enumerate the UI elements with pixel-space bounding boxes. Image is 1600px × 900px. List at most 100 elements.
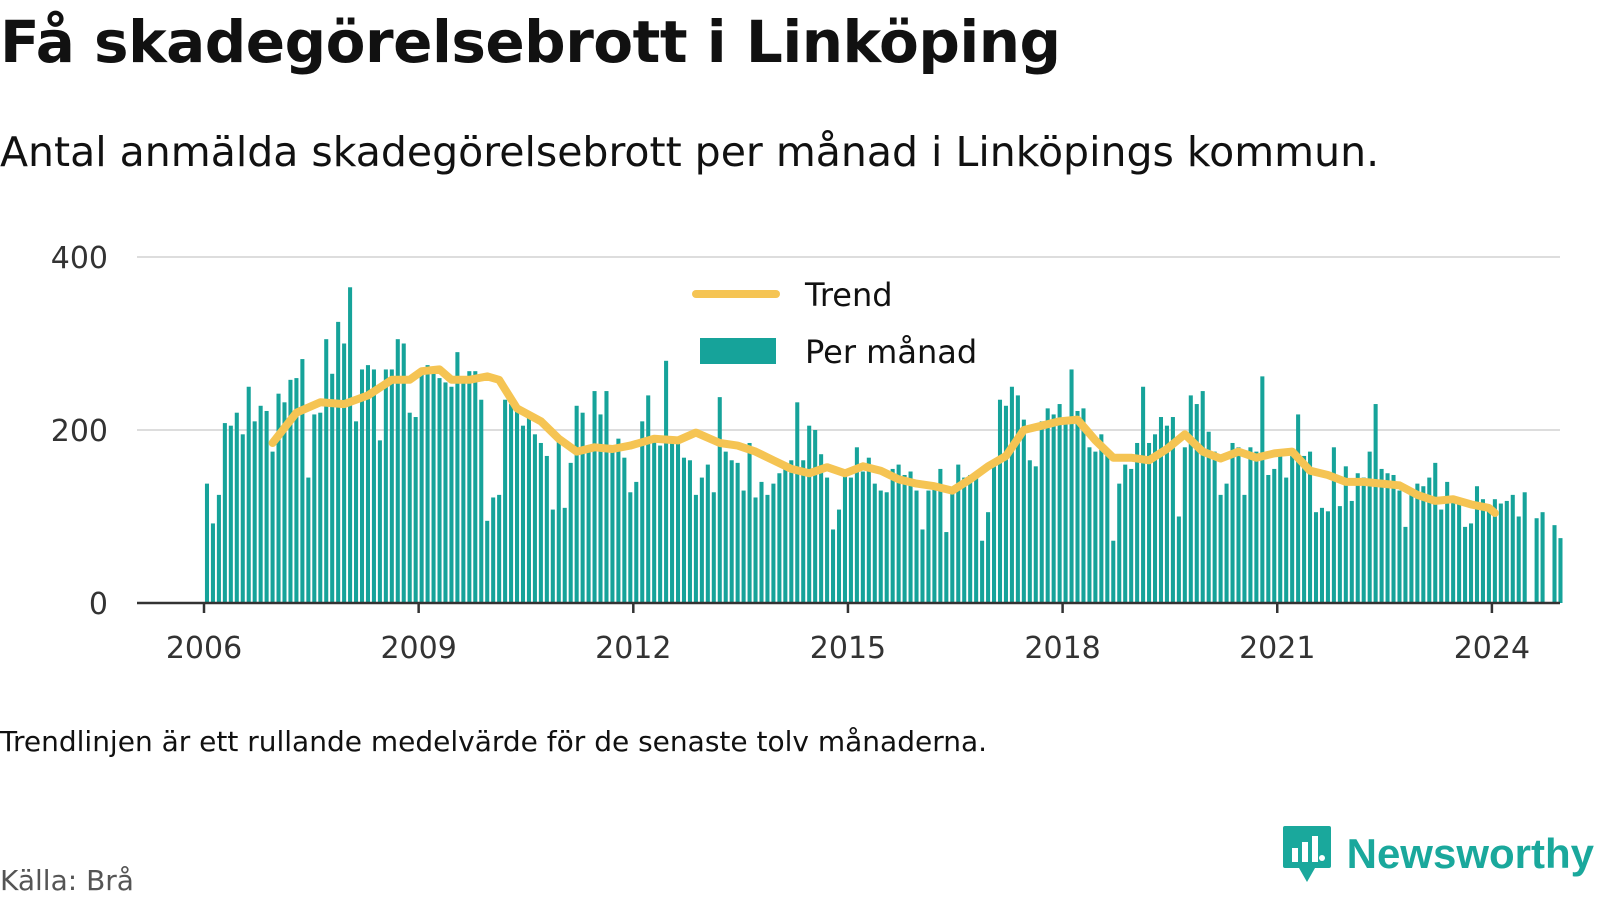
bar-month [526, 417, 531, 603]
bar-month [670, 438, 675, 603]
bar-month [920, 529, 925, 603]
bar-month [610, 451, 615, 603]
bar-month [622, 457, 627, 603]
bar-month [473, 371, 478, 603]
bar-month [401, 343, 406, 603]
bar-month [962, 477, 967, 603]
bar-month [294, 378, 299, 603]
bar-month [204, 483, 210, 603]
bar-month [538, 442, 543, 603]
x-tick-label: 2021 [1239, 631, 1315, 666]
bar-month [997, 399, 1003, 603]
bar-month [1516, 516, 1521, 603]
bar-month [687, 460, 692, 603]
bar-month [1319, 507, 1324, 603]
bar-month [1170, 417, 1175, 603]
bar-month [1236, 447, 1241, 603]
bar-month [461, 378, 466, 603]
bar-month [896, 464, 901, 603]
bar-month [1158, 417, 1164, 603]
bar-month [467, 371, 472, 603]
bar-month [330, 373, 335, 603]
bar-month [342, 343, 347, 603]
bar-month [968, 474, 973, 603]
bar-month [210, 523, 215, 603]
bar-month [234, 412, 239, 603]
bar-month [1141, 386, 1146, 603]
bar-month [1152, 434, 1158, 603]
bar-month [950, 490, 955, 603]
bar-month [1045, 408, 1050, 603]
x-tick-label: 2012 [595, 631, 671, 666]
bar-month [783, 464, 788, 603]
y-tick-label: 400 [51, 241, 108, 276]
bar-month [1039, 421, 1044, 603]
bar-month [699, 477, 704, 603]
bar-month [956, 464, 961, 603]
legend-trend-label: Trend [804, 276, 893, 314]
bar-month [908, 471, 913, 603]
bar-month [646, 395, 651, 603]
bar-month [848, 477, 853, 603]
footnote: Trendlinjen är ett rullande medelvärde f… [0, 725, 988, 758]
bar-month [568, 462, 573, 603]
bar-month [1093, 451, 1098, 603]
bar-month [1337, 506, 1342, 603]
bar-month [741, 490, 746, 603]
bar-month [1469, 523, 1474, 603]
bar-month [1188, 395, 1193, 603]
bar-month [1379, 468, 1384, 603]
bar-month [854, 447, 859, 603]
bar-month [479, 399, 484, 603]
bar-month [532, 434, 537, 603]
bar-month [652, 440, 657, 603]
bar-month [1486, 506, 1491, 603]
bar-month [628, 492, 633, 603]
bar-month [425, 365, 430, 603]
bar-month [485, 520, 490, 603]
bar-month [759, 481, 764, 603]
bar-month [1361, 477, 1366, 603]
bar-month [1325, 511, 1330, 603]
bar-month [884, 492, 889, 603]
x-tick-label: 2009 [380, 631, 456, 666]
bar-month [1069, 369, 1074, 603]
chart-bars [204, 287, 1563, 603]
bar-month [902, 474, 907, 603]
bar-month [1355, 473, 1360, 603]
bar-month [616, 438, 621, 603]
bar-month [604, 391, 609, 603]
bar-month [515, 408, 520, 603]
bar-month [228, 425, 233, 603]
bar-month [1117, 483, 1122, 603]
bar-month [1164, 425, 1169, 603]
bar-month [1230, 442, 1235, 603]
bar-month [1391, 474, 1396, 603]
bar-month [407, 412, 412, 603]
bar-month [1498, 503, 1503, 603]
bar-month [491, 497, 496, 603]
legend-bar-swatch [700, 338, 776, 364]
bar-month [455, 352, 460, 603]
bar-month [831, 529, 836, 603]
bar-month [556, 436, 561, 603]
bar-month [1272, 468, 1277, 603]
bar-month [1558, 538, 1563, 603]
bar-month [413, 417, 418, 603]
y-tick-label: 0 [89, 587, 108, 622]
x-tick-label: 2015 [810, 631, 886, 666]
bar-month [836, 509, 842, 603]
bar-month [1033, 466, 1038, 603]
x-tick-label: 2006 [166, 631, 242, 666]
bar-month [1206, 431, 1211, 603]
bar-month [1552, 525, 1557, 603]
bar-month [1260, 376, 1265, 603]
bar-month [1427, 477, 1432, 603]
chart-svg: 0 200 400 2006 2009 2012 2015 2018 2021 2024 Tren… [51, 241, 1563, 666]
bar-month [1021, 419, 1026, 603]
bar-month [980, 540, 985, 603]
bar-month [866, 457, 871, 603]
bar-month [1349, 500, 1354, 603]
bar-month [365, 365, 370, 603]
bar-month [222, 423, 227, 603]
